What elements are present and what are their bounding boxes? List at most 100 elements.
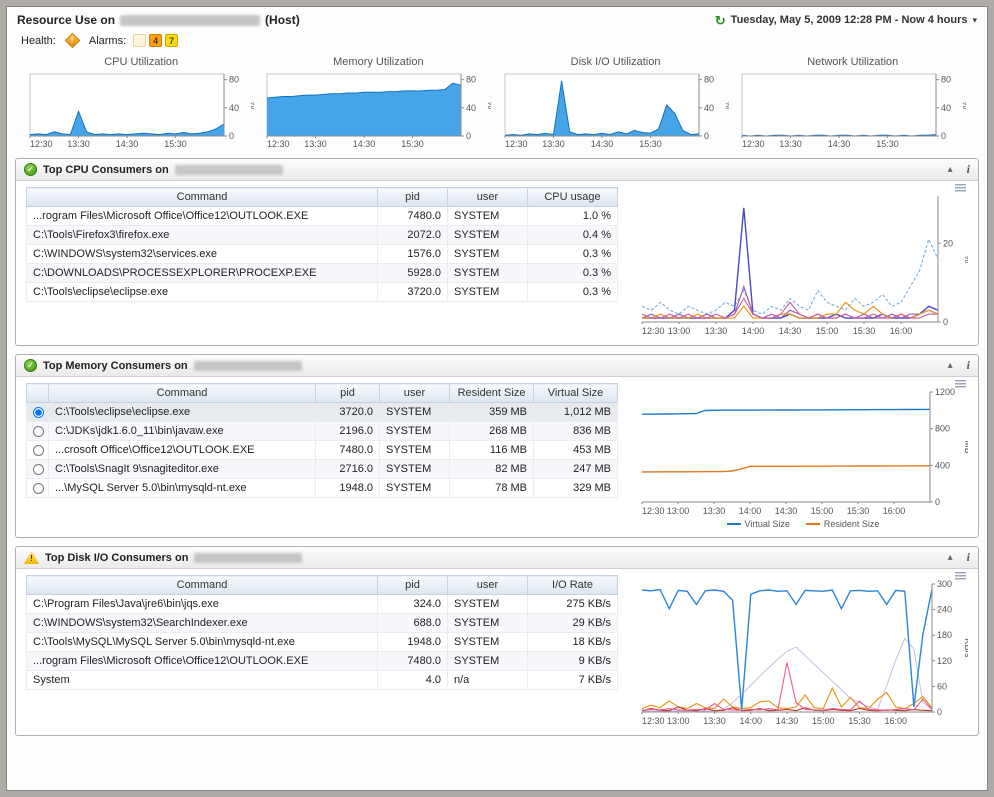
page-title-suffix: (Host) (265, 13, 300, 27)
table-cell: SYSTEM (447, 244, 528, 264)
info-icon[interactable]: i (966, 550, 970, 564)
row-select-radio[interactable] (33, 406, 44, 418)
column-header[interactable]: CPU usage (527, 187, 618, 207)
svg-text:1200: 1200 (935, 387, 955, 397)
table-cell: 3720.0 (377, 282, 448, 302)
sparkline-title: Memory Utilization (333, 56, 424, 68)
svg-text:120: 120 (937, 656, 952, 666)
svg-text:12:30: 12:30 (505, 139, 528, 149)
table-row[interactable]: C:\WINDOWS\system32\SearchIndexer.exe 688… (26, 613, 618, 633)
svg-text:80: 80 (229, 75, 239, 85)
table-cell: SYSTEM (379, 459, 450, 479)
table-row[interactable]: C:\Tools\SnagIt 9\snagiteditor.exe 2716.0… (26, 459, 618, 479)
alarm-badge[interactable]: 7 (165, 34, 179, 47)
row-select-radio[interactable] (33, 463, 44, 475)
svg-text:180: 180 (937, 630, 952, 640)
svg-text:%: % (724, 101, 729, 109)
svg-text:14:30: 14:30 (775, 506, 798, 516)
table-cell: 29 KB/s (527, 613, 618, 633)
memory-utilization-sparkline: Memory Utilization 0 40 80% 12:30 13:30 14:30… (265, 56, 491, 150)
table-row[interactable]: ...rogram Files\Microsoft Office\Office1… (26, 651, 618, 671)
disk-utilization-sparkline: Disk I/O Utilization 0 40 80% 12:30 13:30 14:… (503, 56, 729, 150)
column-header[interactable]: user (447, 575, 528, 595)
table-cell: SYSTEM (379, 440, 450, 460)
svg-text:40: 40 (466, 103, 476, 113)
svg-text:15:30: 15:30 (847, 506, 870, 516)
column-header[interactable]: pid (377, 575, 448, 595)
network-sparkline-chart[interactable]: 0 40 80% 12:30 13:30 14:30 15:30 (740, 70, 966, 150)
row-select-radio[interactable] (33, 444, 44, 456)
collapse-panel-icon[interactable]: ▴ (947, 360, 953, 371)
table-row[interactable]: C:\DOWNLOADS\PROCESSEXPLORER\PROCEXP.EXE… (26, 263, 618, 283)
svg-text:%: % (963, 255, 968, 263)
panel-title: Top Memory Consumers on (43, 359, 188, 372)
table-row[interactable]: C:\JDKs\jdk1.6.0_11\bin\javaw.exe 2196.0 S… (26, 421, 618, 441)
exclamation-glyph: ! (71, 35, 74, 45)
alarm-badge[interactable]: 4 (149, 34, 163, 47)
disk-consumers-chart: 0 60 120 180 240 300 KB/s 12:30 13:00 13:30 14:00 1… (638, 575, 968, 727)
table-row[interactable]: C:\WINDOWS\system32\services.exe 1576.0 SY… (26, 244, 618, 264)
page-title: Resource Use on (Host) (17, 13, 300, 27)
column-header[interactable]: pid (377, 187, 448, 207)
column-header[interactable]: Resident Size (449, 383, 534, 403)
column-header[interactable]: Command (26, 187, 378, 207)
alarm-badge[interactable] (133, 34, 147, 47)
utilization-sparklines: CPU Utilization 0 40 80% 12:30 13:30 14:30 15:… (7, 54, 987, 158)
svg-text:20: 20 (943, 238, 953, 248)
table-row[interactable]: ...crosoft Office\Office12\OUTLOOK.EXE 74… (26, 440, 618, 460)
legend-swatch-icon (805, 523, 820, 525)
table-row[interactable]: C:\Program Files\Java\jre6\bin\jqs.exe 32… (26, 594, 618, 614)
column-header[interactable]: pid (315, 383, 380, 403)
table-cell: C:\Tools\SnagIt 9\snagiteditor.exe (48, 459, 316, 479)
table-row[interactable]: C:\Tools\MySQL\MySQL Server 5.0\bin\mysq… (26, 632, 618, 652)
svg-text:16:00: 16:00 (883, 506, 906, 516)
table-row[interactable]: ...rogram Files\Microsoft Office\Office1… (26, 206, 618, 226)
row-select-radio[interactable] (33, 482, 44, 494)
column-header[interactable]: Virtual Size (533, 383, 618, 403)
column-header[interactable]: Command (26, 575, 378, 595)
cpu-sparkline-chart[interactable]: 0 40 80% 12:30 13:30 14:30 15:30 (28, 70, 254, 150)
table-row[interactable]: C:\Tools\Firefox3\firefox.exe 2072.0 SYSTE… (26, 225, 618, 245)
time-range-control[interactable]: ↻ Tuesday, May 5, 2009 12:28 PM - Now 4 … (715, 14, 977, 27)
svg-text:13:00: 13:00 (668, 326, 691, 336)
row-select-radio[interactable] (33, 425, 44, 437)
svg-text:14:00: 14:00 (739, 716, 762, 726)
svg-text:13:30: 13:30 (703, 716, 726, 726)
redacted-hostname (193, 360, 302, 371)
table-cell: System (26, 670, 378, 690)
table-cell: SYSTEM (447, 594, 528, 614)
svg-text:14:00: 14:00 (739, 506, 762, 516)
memory-consumers-chart: 0 400 800 1200 MB 12:30 13:00 13:30 14:00 14:30 15… (638, 383, 968, 517)
disk-sparkline-chart[interactable]: 0 40 80% 12:30 13:30 14:30 15:30 (503, 70, 729, 150)
chart-options-icon[interactable] (955, 572, 966, 580)
table-row[interactable]: ...\MySQL Server 5.0\bin\mysqld-nt.exe 19… (26, 478, 618, 498)
info-icon[interactable]: i (966, 162, 970, 176)
memory-sparkline-chart[interactable]: 0 40 80% 12:30 13:30 14:30 15:30 (265, 70, 491, 150)
table-cell: SYSTEM (447, 282, 528, 302)
column-header[interactable]: Command (48, 383, 316, 403)
chart-options-icon[interactable] (955, 380, 966, 388)
table-cell: 2072.0 (377, 225, 448, 245)
svg-text:0: 0 (229, 131, 234, 141)
svg-text:300: 300 (937, 579, 952, 589)
info-icon[interactable]: i (966, 358, 970, 372)
table-row[interactable]: C:\Tools\eclipse\eclipse.exe 3720.0 SYSTEM… (26, 282, 618, 302)
sparkline-title: Network Utilization (807, 56, 899, 68)
table-cell: 82 MB (449, 459, 534, 479)
table-cell: 18 KB/s (527, 632, 618, 652)
column-header[interactable]: I/O Rate (527, 575, 618, 595)
health-label: Health: (21, 34, 56, 47)
collapse-panel-icon[interactable]: ▴ (947, 552, 953, 563)
table-row[interactable]: C:\Tools\eclipse\eclipse.exe 3720.0 SYSTEM… (26, 402, 618, 422)
table-row[interactable]: System 4.0 n/a 7 KB/s (26, 670, 618, 690)
panel-header: ✓ Top CPU Consumers on ▴ i (16, 159, 978, 181)
table-cell: 2196.0 (315, 421, 380, 441)
health-warning-diamond-icon[interactable]: ! (64, 32, 81, 49)
collapse-panel-icon[interactable]: ▴ (947, 164, 953, 175)
column-header[interactable]: user (379, 383, 450, 403)
chart-options-icon[interactable] (955, 184, 966, 192)
svg-text:13:00: 13:00 (667, 506, 690, 516)
column-header[interactable]: user (447, 187, 528, 207)
